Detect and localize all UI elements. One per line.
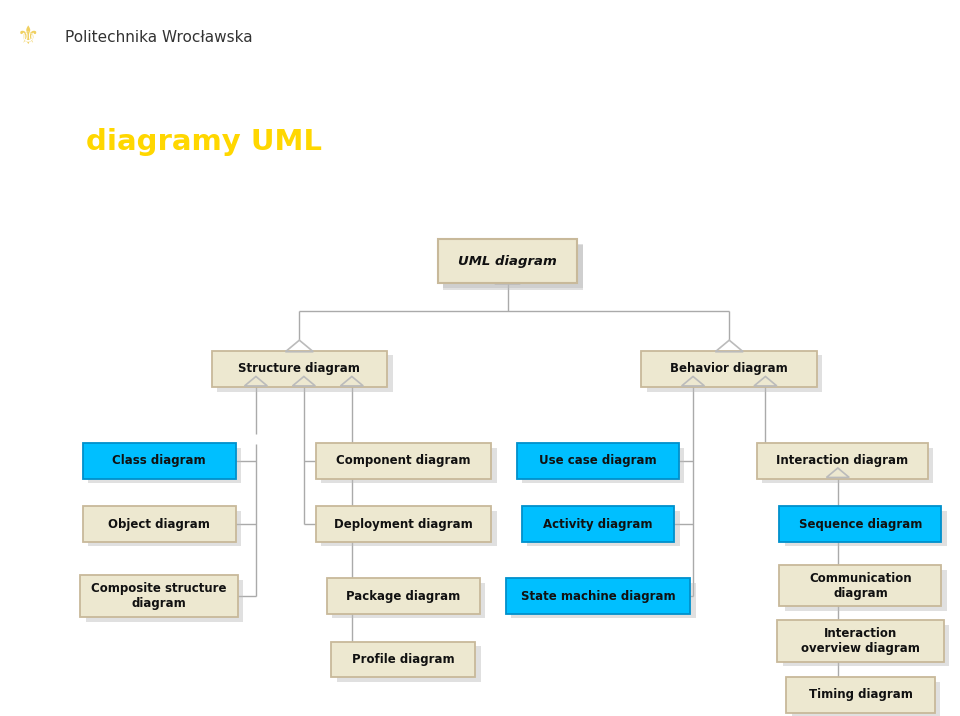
Text: Structure diagram: Structure diagram xyxy=(238,362,360,375)
FancyBboxPatch shape xyxy=(444,243,583,288)
FancyBboxPatch shape xyxy=(217,355,393,392)
Text: Package diagram: Package diagram xyxy=(347,589,461,603)
FancyBboxPatch shape xyxy=(321,448,496,483)
FancyBboxPatch shape xyxy=(792,682,940,716)
FancyBboxPatch shape xyxy=(785,511,947,546)
Text: diagramy UML: diagramy UML xyxy=(86,127,323,155)
FancyBboxPatch shape xyxy=(85,580,243,621)
FancyBboxPatch shape xyxy=(522,448,684,483)
FancyBboxPatch shape xyxy=(517,443,679,478)
FancyBboxPatch shape xyxy=(321,511,496,546)
FancyBboxPatch shape xyxy=(780,565,942,606)
FancyBboxPatch shape xyxy=(647,355,823,392)
FancyBboxPatch shape xyxy=(316,443,492,478)
Text: Interaction
overview diagram: Interaction overview diagram xyxy=(801,626,920,654)
FancyBboxPatch shape xyxy=(506,579,690,614)
Text: Use case diagram: Use case diagram xyxy=(540,455,657,468)
Text: Interaction diagram: Interaction diagram xyxy=(777,455,908,468)
FancyBboxPatch shape xyxy=(786,677,935,712)
Text: Class diagram: Class diagram xyxy=(112,455,205,468)
FancyBboxPatch shape xyxy=(88,511,241,546)
Text: Politechnika Wrocławska: Politechnika Wrocławska xyxy=(64,30,252,45)
FancyBboxPatch shape xyxy=(756,443,928,478)
FancyBboxPatch shape xyxy=(332,584,486,619)
Text: Component diagram: Component diagram xyxy=(336,455,470,468)
FancyBboxPatch shape xyxy=(211,351,387,387)
Text: ⚜: ⚜ xyxy=(16,26,38,49)
FancyBboxPatch shape xyxy=(83,443,235,478)
FancyBboxPatch shape xyxy=(316,506,492,541)
Text: UML diagram: UML diagram xyxy=(464,254,551,268)
FancyBboxPatch shape xyxy=(438,238,577,284)
Text: UML diagram: UML diagram xyxy=(458,254,557,268)
FancyBboxPatch shape xyxy=(331,642,475,677)
FancyBboxPatch shape xyxy=(762,448,933,483)
Polygon shape xyxy=(494,274,520,284)
FancyBboxPatch shape xyxy=(81,575,238,617)
Text: Deployment diagram: Deployment diagram xyxy=(334,518,472,531)
Text: State machine diagram: State machine diagram xyxy=(520,589,675,603)
FancyBboxPatch shape xyxy=(337,647,481,682)
Text: Profile diagram: Profile diagram xyxy=(352,653,455,666)
FancyBboxPatch shape xyxy=(438,239,577,283)
FancyBboxPatch shape xyxy=(83,506,235,541)
Text: Composite structure
diagram: Composite structure diagram xyxy=(91,582,227,610)
FancyBboxPatch shape xyxy=(521,506,675,541)
FancyBboxPatch shape xyxy=(785,569,947,611)
FancyBboxPatch shape xyxy=(327,579,480,614)
Text: Communication
diagram: Communication diagram xyxy=(809,571,912,599)
FancyBboxPatch shape xyxy=(444,245,583,290)
FancyBboxPatch shape xyxy=(782,625,949,667)
FancyBboxPatch shape xyxy=(778,620,944,662)
FancyBboxPatch shape xyxy=(527,511,680,546)
FancyBboxPatch shape xyxy=(511,584,696,619)
FancyBboxPatch shape xyxy=(780,506,942,541)
Text: Object diagram: Object diagram xyxy=(108,518,210,531)
Text: Timing diagram: Timing diagram xyxy=(808,689,912,702)
Text: Activity diagram: Activity diagram xyxy=(543,518,653,531)
FancyBboxPatch shape xyxy=(88,448,241,483)
Text: Sequence diagram: Sequence diagram xyxy=(799,518,923,531)
Text: Behavior diagram: Behavior diagram xyxy=(670,362,788,375)
FancyBboxPatch shape xyxy=(641,351,817,387)
